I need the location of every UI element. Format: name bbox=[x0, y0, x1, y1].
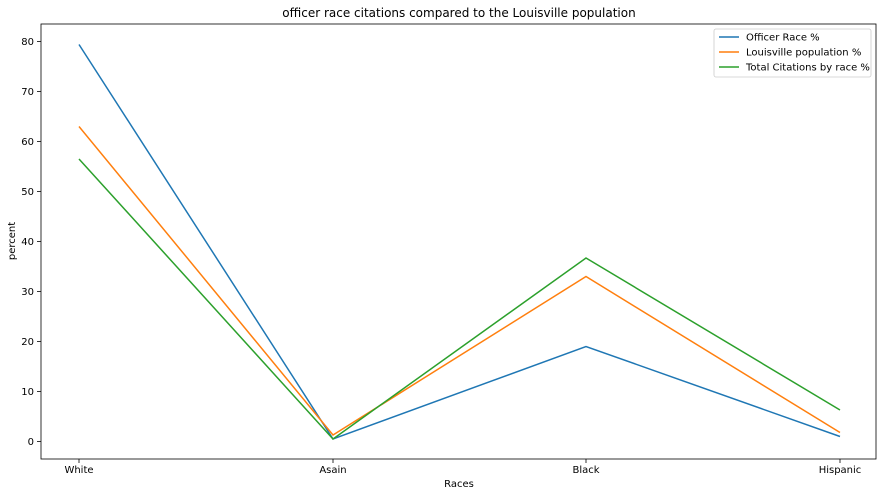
legend: Officer Race % Louisville population % Tot… bbox=[713, 28, 872, 78]
y-tick-label: 20 bbox=[21, 337, 34, 348]
y-tick-label: 50 bbox=[21, 187, 34, 198]
legend-label: Total Citations by race % bbox=[745, 63, 870, 74]
x-tick-label: Hispanic bbox=[819, 465, 862, 476]
series-line-3 bbox=[78, 158, 841, 440]
y-axis-label: percent bbox=[7, 222, 18, 260]
x-axis: White Asain Black Hispanic bbox=[64, 459, 861, 476]
y-tick-label: 10 bbox=[21, 387, 34, 398]
y-tick-label: 80 bbox=[21, 37, 34, 48]
series-line-1 bbox=[78, 44, 841, 440]
series-line-2 bbox=[78, 126, 841, 436]
legend-label: Louisville population % bbox=[746, 48, 861, 59]
x-tick-label: Black bbox=[572, 465, 599, 476]
y-tick-label: 70 bbox=[21, 87, 34, 98]
legend-box bbox=[713, 28, 872, 78]
series-lines bbox=[78, 44, 841, 440]
plot-area bbox=[40, 23, 877, 460]
y-tick-label: 60 bbox=[21, 137, 34, 148]
legend-label: Officer Race % bbox=[746, 33, 820, 44]
y-tick-label: 40 bbox=[21, 237, 34, 248]
chart-title: officer race citations compared to the L… bbox=[282, 6, 635, 20]
y-tick-label: 0 bbox=[28, 437, 34, 448]
y-tick-label: 30 bbox=[21, 287, 34, 298]
x-tick-label: Asain bbox=[319, 465, 346, 476]
x-tick-label: White bbox=[64, 465, 93, 476]
x-axis-label: Races bbox=[444, 479, 474, 490]
y-axis: 0 10 20 30 40 50 60 70 80 bbox=[21, 37, 41, 448]
